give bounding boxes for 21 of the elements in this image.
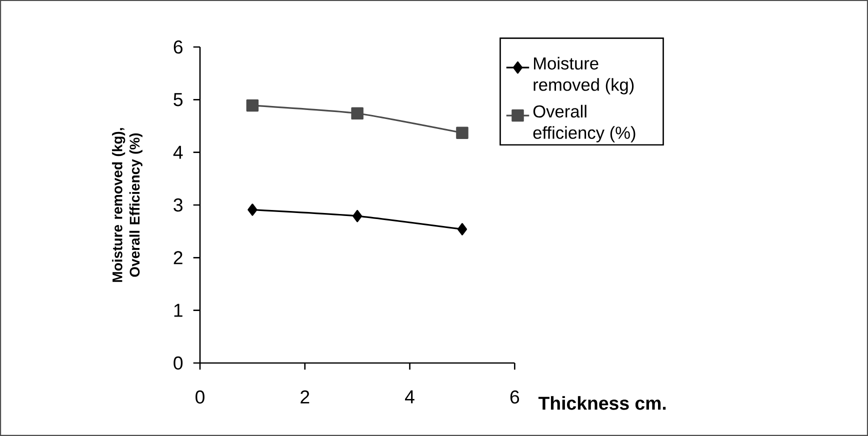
- y-tick-label: 1: [174, 304, 182, 317]
- y-tick-label: 5: [174, 93, 183, 106]
- y-tick-label: 4: [173, 146, 183, 159]
- y-tick-label: 6: [174, 40, 182, 54]
- point: [246, 99, 259, 112]
- y-axis-title: Moisture removed (kg), Overall Efficiency (%): [112, 128, 142, 282]
- point: [248, 204, 258, 216]
- x-axis-title: Thickness cm.: [538, 396, 666, 410]
- point: [352, 210, 362, 222]
- point: [457, 223, 468, 236]
- y-tick-label: 0: [174, 356, 183, 370]
- x-tick-label: 0: [196, 390, 204, 404]
- y-tick-label: 3: [174, 198, 182, 212]
- legend-label: Moisture removed (kg): [534, 56, 634, 94]
- x-tick-label: 6: [510, 390, 520, 404]
- point: [456, 126, 468, 139]
- y-tick-label: 2: [174, 251, 182, 264]
- x-tick-label: 2: [300, 390, 310, 404]
- legend-label: Overall efficiency (%): [533, 104, 636, 142]
- x-tick-label: 4: [405, 390, 414, 404]
- point: [351, 107, 364, 120]
